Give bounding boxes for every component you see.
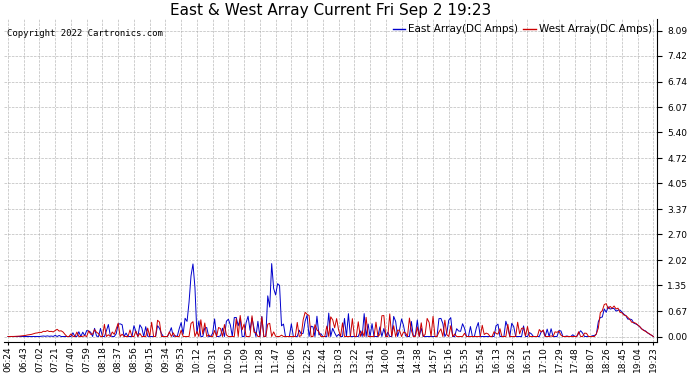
Title: East & West Array Current Fri Sep 2 19:23: East & West Array Current Fri Sep 2 19:2… xyxy=(170,3,491,18)
Text: Copyright 2022 Cartronics.com: Copyright 2022 Cartronics.com xyxy=(8,28,164,38)
Legend: East Array(DC Amps), West Array(DC Amps): East Array(DC Amps), West Array(DC Amps) xyxy=(393,24,652,34)
